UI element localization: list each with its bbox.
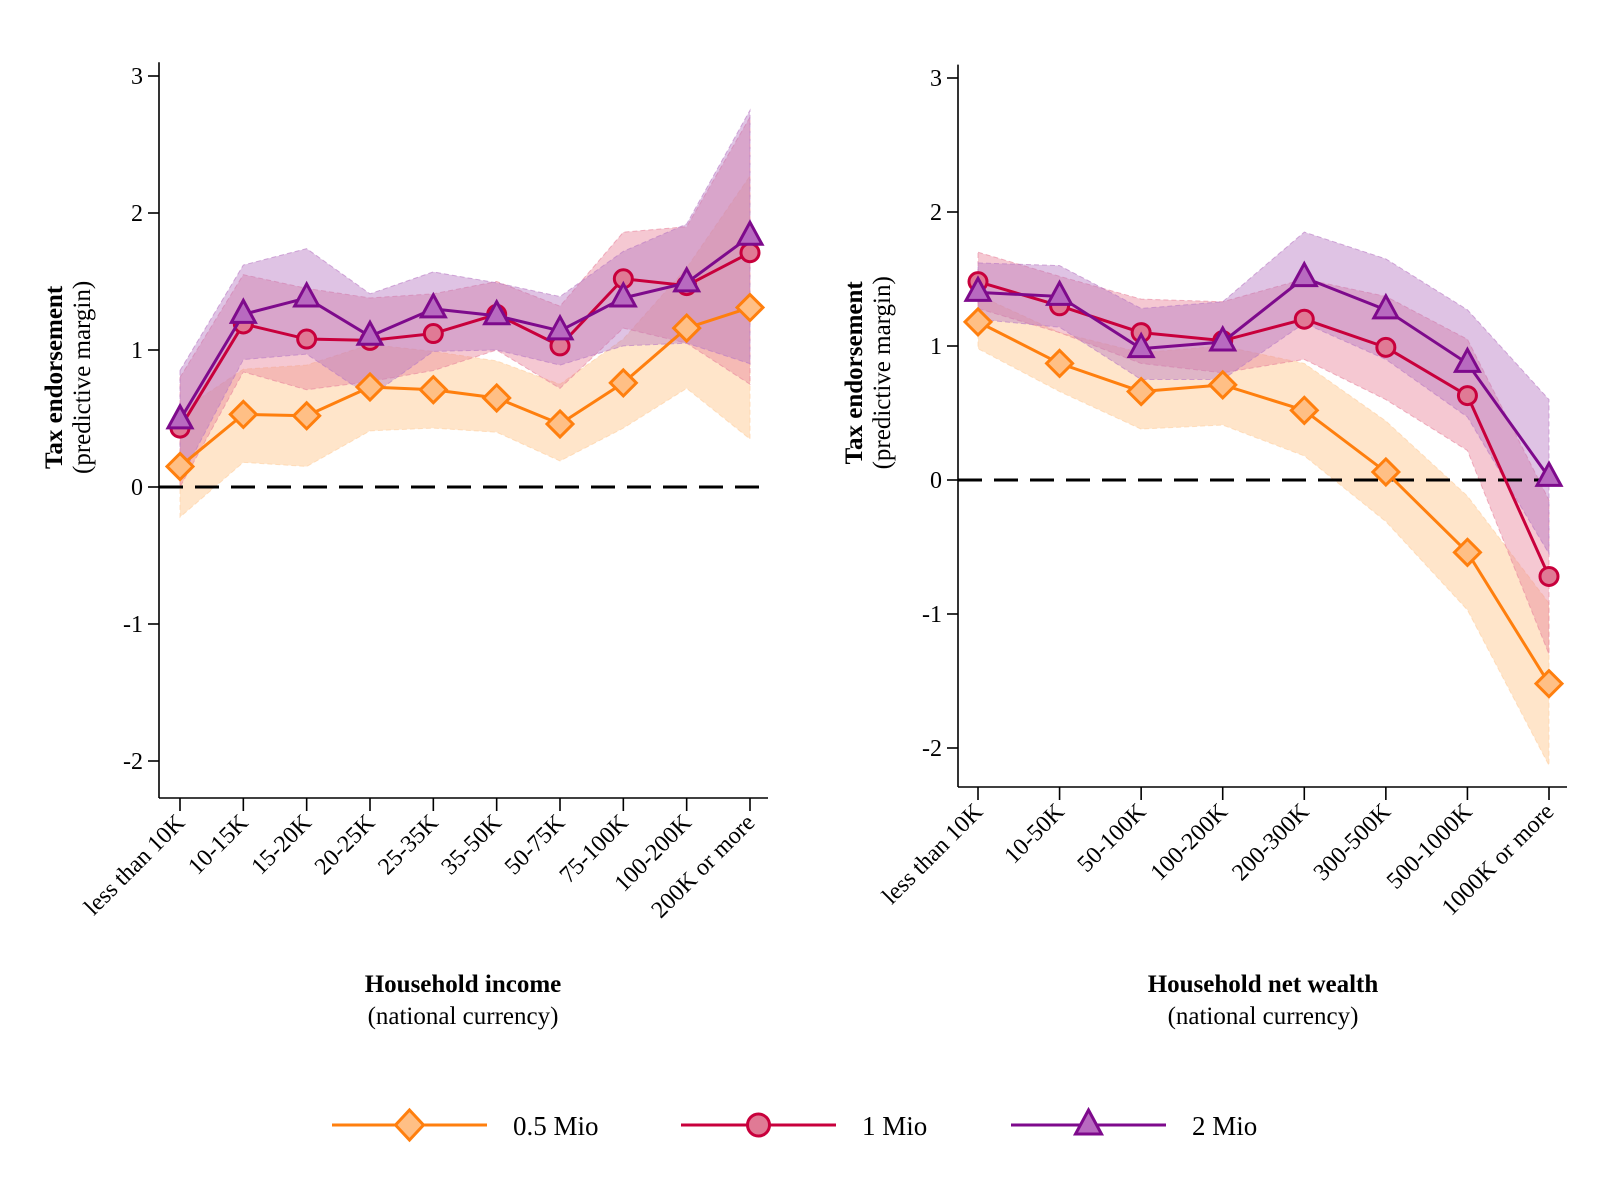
data-point-triangle xyxy=(1126,331,1156,359)
data-point-triangle xyxy=(482,298,512,326)
data-point-triangle xyxy=(165,402,195,430)
x-tick-label: 35-50K xyxy=(437,809,508,880)
x-tick-label: 10-15K xyxy=(183,809,254,880)
triangle-marker-icon xyxy=(1072,1106,1105,1136)
data-point-triangle xyxy=(735,219,765,246)
y-tick-label: -1 xyxy=(123,612,143,638)
data-point-diamond xyxy=(962,306,994,338)
y-tick-label: -2 xyxy=(123,749,143,775)
data-point-triangle xyxy=(608,280,638,308)
data-point-diamond xyxy=(164,451,196,482)
ci-band-0-5-mio xyxy=(977,294,1550,766)
data-point-diamond xyxy=(418,374,449,405)
x-axis-subtitle: (national currency) xyxy=(368,1003,559,1030)
y-axis-title: Tax endorsement xyxy=(841,281,868,465)
data-point-diamond xyxy=(1044,348,1075,379)
data-point-diamond xyxy=(1289,395,1320,426)
legend-label: 2 Mio xyxy=(1192,1111,1257,1141)
data-point-triangle xyxy=(418,291,448,319)
data-point-triangle xyxy=(545,313,575,341)
y-tick-label: 1 xyxy=(930,334,942,360)
data-point-diamond xyxy=(544,408,576,440)
x-axis-title: Household income xyxy=(365,971,562,998)
data-point-triangle xyxy=(1045,279,1075,306)
y-tick-label: 3 xyxy=(131,64,143,90)
data-point-diamond xyxy=(228,399,259,430)
y-tick-label: 2 xyxy=(930,200,942,226)
y-tick-label: -2 xyxy=(922,736,942,762)
data-point-diamond xyxy=(1370,456,1401,488)
x-tick-label: 50-100K xyxy=(1073,798,1152,877)
legend-label: 0.5 Mio xyxy=(513,1111,599,1141)
data-point-diamond xyxy=(481,382,512,414)
x-tick-label: 300-500K xyxy=(1309,798,1397,886)
x-tick-label: 200-300K xyxy=(1227,798,1315,886)
series-line-0 xyxy=(179,306,751,468)
data-point-diamond xyxy=(671,312,702,344)
circle-marker-icon xyxy=(746,1112,771,1138)
x-tick-label: less than 10K xyxy=(877,798,988,909)
data-point-triangle xyxy=(355,319,385,346)
data-point-triangle xyxy=(1534,460,1564,487)
x-tick-label: 15-20K xyxy=(247,809,318,880)
data-point-circle xyxy=(296,328,318,350)
data-point-diamond xyxy=(1207,369,1238,400)
series-line-2 xyxy=(178,235,751,421)
x-tick-label: 20-25K xyxy=(310,809,381,880)
y-tick-label: -1 xyxy=(922,602,942,628)
data-point-circle xyxy=(1293,308,1315,330)
y-tick-label: 3 xyxy=(930,66,942,92)
data-point-circle xyxy=(1456,385,1478,407)
data-point-diamond xyxy=(1126,376,1157,407)
y-tick-label: 2 xyxy=(131,201,143,227)
data-point-triangle xyxy=(1208,324,1238,352)
data-point-circle xyxy=(1375,336,1397,358)
data-point-diamond xyxy=(291,400,322,431)
x-tick-label: 100-200K xyxy=(1146,798,1234,886)
data-point-triangle xyxy=(1289,260,1319,288)
data-point-circle xyxy=(739,242,761,264)
y-axis-subtitle: (predictive margin) xyxy=(69,281,96,474)
series-line-1 xyxy=(178,251,751,429)
data-point-triangle xyxy=(963,275,993,302)
legend-item-2-mio: 2 Mio xyxy=(1011,1106,1257,1141)
ci-band-1-mio xyxy=(977,251,1550,655)
x-tick-label: less than 10K xyxy=(79,809,190,920)
data-point-circle xyxy=(422,323,444,345)
data-point-triangle xyxy=(672,265,702,293)
data-point-triangle xyxy=(1371,292,1401,320)
wealth-panel: -2 -1 0 1 2 3 less than 10K 10-50K 50-100K100-20… xyxy=(841,64,1567,1030)
series-line-0 xyxy=(977,320,1551,685)
y-axis-subtitle: (predictive margin) xyxy=(869,276,896,469)
data-point-diamond xyxy=(1533,668,1565,699)
data-point-diamond xyxy=(734,292,766,323)
y-tick-label: 0 xyxy=(930,468,942,494)
x-tick-label: 10-50K xyxy=(1000,798,1071,869)
data-point-circle xyxy=(1538,565,1560,587)
income-panel: -2 -1 0 1 2 3 less than 10K10-15K15-20K20-25K2… xyxy=(41,62,768,1030)
data-point-diamond xyxy=(354,371,386,403)
data-point-triangle xyxy=(228,297,258,324)
legend-item-1-mio: 1 Mio xyxy=(681,1111,927,1141)
ci-band-0-5-mio xyxy=(179,174,751,519)
y-axis-title: Tax endorsement xyxy=(41,285,68,469)
data-point-triangle xyxy=(292,280,322,308)
x-axis-title: Household net wealth xyxy=(1148,971,1379,998)
data-point-diamond xyxy=(1452,537,1483,568)
data-point-diamond xyxy=(608,367,639,399)
x-axis-subtitle: (national currency) xyxy=(1168,1003,1359,1030)
ci-band-1-mio xyxy=(179,115,751,488)
y-tick-label: 1 xyxy=(131,338,143,364)
legend-item-0-5-mio: 0.5 Mio xyxy=(332,1107,599,1143)
ci-band-2-mio xyxy=(179,108,751,481)
diamond-marker-icon xyxy=(393,1107,426,1143)
legend: 0.5 Mio 1 Mio 2 Mio xyxy=(332,1106,1257,1143)
legend-label: 1 Mio xyxy=(862,1111,927,1141)
series-line-1 xyxy=(977,280,1551,578)
ci-band-2-mio xyxy=(977,231,1550,556)
x-tick-label: 25-35K xyxy=(373,809,444,880)
y-tick-label: 0 xyxy=(131,475,143,501)
data-point-triangle xyxy=(1452,346,1482,373)
